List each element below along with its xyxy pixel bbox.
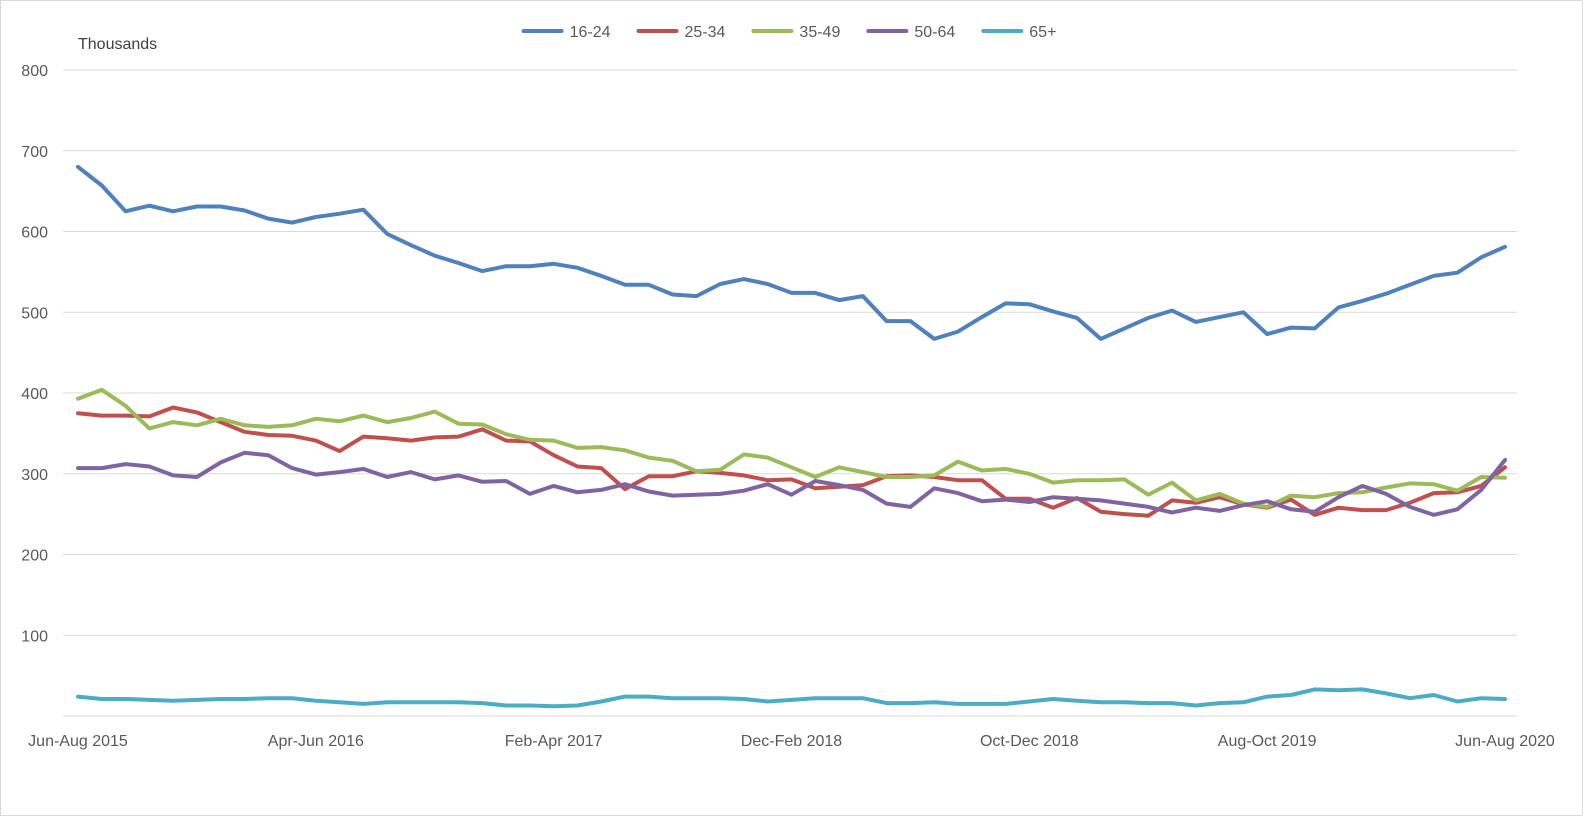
x-tick-label: Jun-Aug 2020 <box>1455 733 1555 750</box>
series-lines <box>76 164 1507 709</box>
legend-item-35-49: 35-49 <box>751 24 840 41</box>
x-tick-label: Dec-Feb 2018 <box>741 733 842 750</box>
gridlines <box>63 69 1517 636</box>
legend-label: 65+ <box>1029 24 1056 41</box>
legend-item-50-64: 50-64 <box>866 24 955 41</box>
y-tick-label: 800 <box>21 63 48 80</box>
y-tick-label: 100 <box>21 628 48 645</box>
y-tick-label: 500 <box>21 305 48 322</box>
y-tick-label: 400 <box>21 386 48 403</box>
legend: 16-24 25-34 35-49 50-64 65+ <box>521 24 1056 41</box>
series-line-50-64 <box>76 450 1507 517</box>
series-line-35-49 <box>76 387 1507 509</box>
legend-item-25-34: 25-34 <box>636 24 726 41</box>
y-tick-label: 200 <box>21 548 48 565</box>
unit-label: Thousands <box>78 36 157 53</box>
axes: 100 200 300 400 500 600 700 800 Jun-Aug 2015 Apr-… <box>21 63 1555 750</box>
y-tick-label: 300 <box>21 467 48 484</box>
legend-item-65+: 65+ <box>981 24 1056 41</box>
x-tick-label: Feb-Apr 2017 <box>505 733 603 750</box>
legend-item-16-24: 16-24 <box>521 24 611 41</box>
series-line-65+ <box>76 687 1507 709</box>
legend-label: 50-64 <box>914 24 955 41</box>
x-tick-label: Apr-Jun 2016 <box>268 733 364 750</box>
y-tick-label: 600 <box>21 225 48 242</box>
x-tick-label: Aug-Oct 2019 <box>1218 733 1317 750</box>
x-tick-label: Jun-Aug 2015 <box>28 733 128 750</box>
y-tick-label: 700 <box>21 144 48 161</box>
x-tick-label: Oct-Dec 2018 <box>980 733 1079 750</box>
legend-label: 25-34 <box>685 24 726 41</box>
series-line-16-24 <box>76 164 1507 341</box>
legend-label: 35-49 <box>799 24 840 41</box>
legend-label: 16-24 <box>570 24 611 41</box>
